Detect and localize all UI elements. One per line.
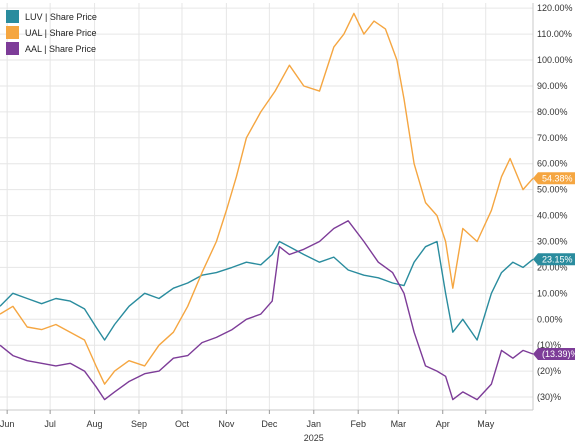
y-tick-label: (10)% — [537, 340, 561, 350]
end-labels: 23.15% 54.38% (13.39)% — [533, 172, 575, 360]
y-tick-label: 30.00% — [537, 236, 568, 246]
legend-label: UAL | Share Price — [25, 28, 97, 38]
x-tick-label: Apr — [436, 419, 450, 429]
series-line — [0, 220, 534, 401]
x-tick-label: Jan — [307, 419, 322, 429]
x-tick-label: Mar — [391, 419, 407, 429]
y-tick-label: 120.00% — [537, 3, 573, 13]
end-label-badge — [533, 347, 575, 360]
legend-label: LUV | Share Price — [25, 12, 97, 22]
y-tick-label: 100.00% — [537, 55, 573, 65]
y-tick-label: 10.00% — [537, 288, 568, 298]
legend: LUV | Share Price UAL | Share Price AAL | … — [6, 10, 97, 55]
x-gridlines — [6, 3, 487, 410]
y-tick-label: 40.00% — [537, 211, 568, 221]
y-tick-label: 80.00% — [537, 107, 568, 117]
y-tick-label: 20.00% — [537, 262, 568, 272]
series-layer — [0, 12, 534, 401]
x-tick-label: Sep — [131, 419, 147, 429]
x-tick-label: Feb — [350, 419, 366, 429]
y-tick-label: 60.00% — [537, 159, 568, 169]
x-tick-label: Jun — [0, 419, 14, 429]
y-axis-ticks: 120.00% 110.00% 100.00% 90.00% 80.00% 70.00% 6… — [537, 3, 573, 402]
x-tick-label: May — [477, 419, 495, 429]
x-axis-ticks: Jun Jul Aug Sep Oct Nov Dec Jan 2025 Feb Mar Apr May — [0, 410, 495, 443]
y-tick-label: 90.00% — [537, 81, 568, 91]
legend-swatch — [6, 10, 19, 23]
series-line — [0, 240, 534, 341]
series-line — [0, 12, 534, 385]
x-tick-label: Dec — [261, 419, 278, 429]
y-tick-label: 110.00% — [537, 29, 572, 39]
legend-swatch — [6, 26, 19, 39]
legend-swatch — [6, 42, 19, 55]
end-label-badge — [533, 172, 575, 185]
x-tick-label: Aug — [87, 419, 103, 429]
end-label: (13.39)% — [542, 349, 575, 359]
y-tick-label: (20)% — [537, 366, 561, 376]
y-tick-label: 50.00% — [537, 185, 568, 195]
x-tick-label: Nov — [218, 419, 235, 429]
end-label-badge — [533, 253, 575, 266]
y-gridlines — [0, 7, 533, 398]
x-tick-sublabel: 2025 — [304, 433, 324, 443]
y-tick-label: (30)% — [537, 392, 561, 402]
end-label: 23.15% — [542, 254, 573, 264]
y-tick-label: 70.00% — [537, 133, 568, 143]
x-tick-label: Oct — [175, 419, 190, 429]
end-label: 54.38% — [542, 173, 573, 183]
x-tick-label: Jul — [44, 419, 56, 429]
y-tick-label: 0.00% — [537, 314, 563, 324]
legend-label: AAL | Share Price — [25, 44, 96, 54]
